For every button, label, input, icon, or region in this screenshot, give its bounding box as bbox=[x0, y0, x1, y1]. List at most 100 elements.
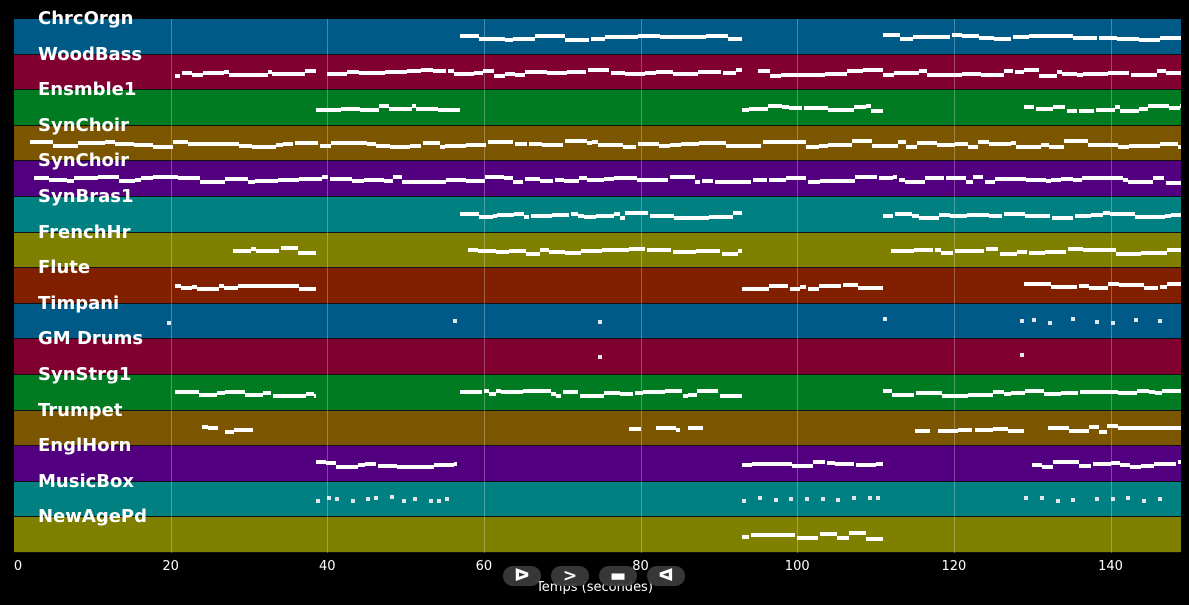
next-button[interactable]: > bbox=[551, 566, 589, 586]
note-mark bbox=[1060, 176, 1074, 181]
note-mark bbox=[492, 214, 497, 219]
hit-mark bbox=[1094, 319, 1099, 324]
note-mark bbox=[1051, 178, 1061, 183]
note-mark bbox=[1165, 214, 1171, 219]
note-mark bbox=[989, 142, 1012, 147]
note-mark bbox=[409, 143, 421, 148]
note-mark bbox=[247, 180, 255, 185]
note-mark bbox=[459, 107, 461, 112]
note-mark bbox=[1079, 390, 1093, 395]
note-mark bbox=[957, 428, 973, 433]
note-mark bbox=[914, 247, 933, 252]
note-mark bbox=[273, 394, 297, 399]
back-button[interactable]: ᐊ bbox=[647, 566, 685, 586]
note-mark bbox=[118, 178, 136, 183]
hit-mark bbox=[805, 496, 810, 501]
note-mark bbox=[1141, 250, 1152, 255]
note-mark bbox=[1167, 282, 1181, 287]
note-mark bbox=[670, 175, 695, 180]
hit-mark bbox=[1040, 495, 1045, 500]
note-mark bbox=[941, 394, 968, 399]
note-mark bbox=[385, 70, 407, 75]
note-mark bbox=[236, 177, 248, 182]
note-mark bbox=[805, 144, 819, 149]
note-mark bbox=[834, 461, 854, 466]
note-mark bbox=[524, 177, 541, 182]
note-mark bbox=[1136, 283, 1145, 288]
note-mark bbox=[299, 177, 323, 182]
note-mark bbox=[389, 106, 412, 111]
x-gridline bbox=[170, 19, 172, 553]
note-mark bbox=[899, 178, 905, 183]
note-mark bbox=[827, 143, 852, 148]
note-mark bbox=[985, 246, 998, 251]
note-mark bbox=[1107, 281, 1119, 286]
note-mark bbox=[408, 464, 435, 469]
hit-mark bbox=[1126, 495, 1131, 500]
note-mark bbox=[732, 210, 743, 215]
note-mark bbox=[577, 213, 585, 218]
note-mark bbox=[644, 70, 657, 75]
note-mark bbox=[454, 72, 474, 77]
note-mark bbox=[238, 283, 255, 288]
note-mark bbox=[359, 71, 366, 76]
note-mark bbox=[335, 72, 348, 77]
note-mark bbox=[1024, 214, 1050, 219]
note-mark bbox=[488, 140, 514, 145]
play-button[interactable]: ᐅ bbox=[503, 566, 541, 586]
note-mark bbox=[1024, 104, 1035, 109]
note-mark bbox=[1045, 250, 1067, 255]
note-mark bbox=[842, 283, 859, 288]
note-mark bbox=[664, 389, 683, 394]
note-mark bbox=[504, 37, 513, 42]
note-mark bbox=[115, 142, 134, 147]
note-mark bbox=[250, 73, 268, 78]
note-mark bbox=[290, 72, 305, 77]
note-mark bbox=[1032, 463, 1043, 468]
note-mark bbox=[999, 251, 1017, 256]
note-mark bbox=[445, 178, 466, 183]
note-mark bbox=[49, 177, 68, 182]
note-mark bbox=[731, 180, 751, 185]
note-mark bbox=[1128, 143, 1149, 148]
note-mark bbox=[676, 428, 680, 433]
track-label: FrenchHr bbox=[38, 221, 131, 243]
note-mark bbox=[818, 283, 841, 288]
note-mark bbox=[509, 249, 527, 254]
note-mark bbox=[1160, 285, 1168, 290]
note-mark bbox=[673, 249, 696, 254]
note-mark bbox=[1038, 73, 1057, 78]
note-mark bbox=[364, 462, 376, 467]
note-mark bbox=[276, 142, 284, 147]
note-mark bbox=[53, 144, 79, 149]
note-mark bbox=[855, 463, 877, 468]
hit-mark bbox=[820, 496, 825, 501]
note-mark bbox=[769, 283, 788, 288]
stop-button[interactable]: ▬ bbox=[599, 566, 637, 586]
hit-mark bbox=[166, 320, 171, 325]
note-mark bbox=[683, 216, 709, 221]
note-mark bbox=[703, 140, 727, 145]
note-mark bbox=[614, 212, 620, 217]
note-mark bbox=[1088, 143, 1095, 148]
note-mark bbox=[505, 71, 515, 76]
note-mark bbox=[327, 143, 332, 148]
note-mark bbox=[789, 287, 801, 292]
x-tick-label: 20 bbox=[162, 559, 179, 574]
note-mark bbox=[565, 37, 589, 42]
note-mark bbox=[1119, 108, 1139, 113]
note-mark bbox=[819, 179, 837, 184]
note-mark bbox=[646, 248, 672, 253]
note-mark bbox=[904, 180, 926, 185]
note-mark bbox=[1116, 251, 1142, 256]
back-icon: ᐊ bbox=[658, 566, 674, 586]
note-mark bbox=[1047, 33, 1073, 38]
hit-mark bbox=[374, 495, 379, 500]
note-mark bbox=[625, 210, 649, 215]
note-mark bbox=[1025, 389, 1044, 394]
note-mark bbox=[1004, 391, 1012, 396]
note-mark bbox=[752, 178, 768, 183]
note-mark bbox=[488, 175, 504, 180]
note-mark bbox=[1056, 69, 1062, 74]
note-mark bbox=[1127, 179, 1153, 184]
